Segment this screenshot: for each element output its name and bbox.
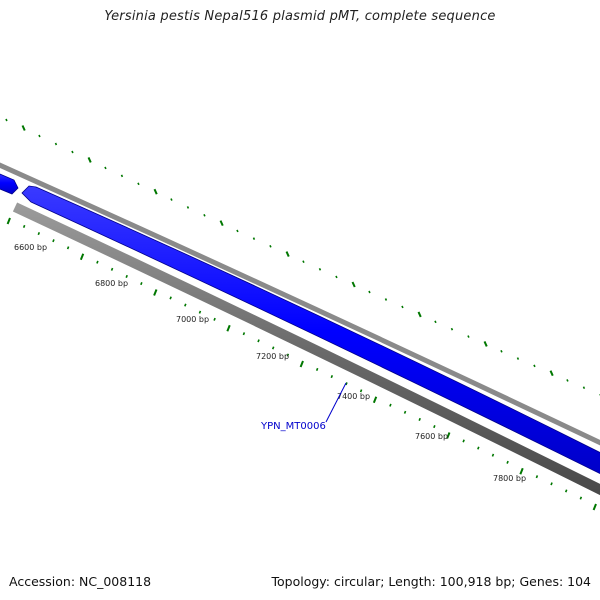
page-title: Yersinia pestis Nepal516 plasmid pMT, co… bbox=[104, 9, 496, 24]
outer-minor-tick bbox=[120, 174, 124, 178]
outer-minor-tick bbox=[38, 134, 41, 138]
tick-label-7400: 7400 bp bbox=[337, 392, 370, 401]
gene-label-leader bbox=[325, 382, 347, 423]
outer-minor-tick bbox=[401, 305, 404, 309]
accession-text: Accession: NC_008118 bbox=[9, 574, 152, 589]
inner-minor-tick bbox=[242, 332, 246, 336]
outer-minor-tick bbox=[104, 166, 107, 170]
inner-minor-tick bbox=[257, 339, 260, 343]
inner-minor-tick bbox=[37, 232, 41, 236]
outer-minor-tick bbox=[71, 150, 74, 154]
inner-minor-tick bbox=[52, 239, 55, 243]
inner-minor-tick bbox=[433, 425, 436, 429]
inner-minor-tick bbox=[315, 367, 319, 371]
inner-minor-tick bbox=[535, 475, 539, 479]
inner-minor-tick bbox=[477, 446, 480, 450]
inner-minor-tick bbox=[506, 460, 509, 464]
inner-minor-tick bbox=[198, 310, 202, 314]
outer-minor-tick bbox=[252, 237, 256, 240]
outer-minor-tick bbox=[582, 386, 586, 390]
inner-minor-tick bbox=[213, 317, 216, 321]
inner-major-tick bbox=[519, 467, 524, 475]
tick-label-7600: 7600 bp bbox=[415, 432, 448, 441]
tick-label-7800: 7800 bp bbox=[493, 474, 526, 483]
outer-major-tick bbox=[417, 311, 422, 318]
gene-features bbox=[0, 173, 600, 474]
gene-arrow-left bbox=[0, 173, 19, 195]
tick-label-7200: 7200 bp bbox=[256, 352, 289, 361]
tick-label-6600: 6600 bp bbox=[14, 243, 47, 252]
inner-backbone-ring bbox=[12, 202, 600, 496]
inner-minor-tick bbox=[110, 267, 114, 271]
inner-minor-tick bbox=[140, 282, 143, 286]
inner-minor-tick bbox=[66, 246, 70, 250]
outer-minor-tick bbox=[450, 327, 454, 331]
inner-minor-tick bbox=[125, 274, 128, 278]
outer-major-tick bbox=[483, 341, 488, 347]
outer-minor-tick bbox=[318, 267, 322, 271]
outer-backbone-ring bbox=[0, 162, 600, 446]
tick-label-7000: 7000 bp bbox=[176, 315, 209, 324]
outer-minor-tick bbox=[186, 206, 190, 209]
outer-minor-tick bbox=[384, 298, 388, 301]
outer-major-tick bbox=[219, 220, 224, 227]
outer-minor-tick bbox=[236, 229, 239, 233]
inner-minor-tick bbox=[462, 439, 465, 443]
gene-label-ypn-mt0006[interactable]: YPN_MT0006 bbox=[260, 421, 326, 432]
inner-minor-tick bbox=[550, 482, 553, 486]
outer-minor-tick bbox=[500, 349, 503, 353]
sequence-summary: Topology: circular; Length: 100,918 bp; … bbox=[271, 574, 592, 589]
outer-minor-tick bbox=[533, 364, 536, 368]
inner-minor-tick bbox=[96, 260, 99, 264]
inner-minor-tick bbox=[418, 417, 421, 421]
inner-minor-tick bbox=[564, 489, 568, 493]
outer-minor-tick bbox=[434, 320, 437, 324]
gene-arrow-ypn-mt0006 bbox=[21, 185, 600, 474]
inner-minor-tick bbox=[403, 410, 407, 414]
inner-minor-tick bbox=[491, 453, 495, 457]
inner-minor-tick bbox=[22, 224, 26, 228]
outer-minor-tick bbox=[368, 290, 371, 294]
outer-major-tick bbox=[285, 251, 290, 257]
outer-major-tick bbox=[549, 370, 554, 377]
inner-major-tick bbox=[299, 360, 304, 368]
outer-minor-tick bbox=[516, 357, 520, 360]
outer-minor-tick bbox=[5, 118, 8, 122]
inner-minor-tick bbox=[286, 353, 290, 357]
inner-major-tick bbox=[153, 289, 158, 296]
inner-major-tick bbox=[592, 503, 597, 511]
outer-minor-tick bbox=[467, 335, 470, 338]
outer-minor-tick bbox=[269, 245, 272, 248]
outer-minor-tick bbox=[335, 275, 338, 279]
inner-major-tick bbox=[226, 324, 231, 332]
inner-minor-tick bbox=[579, 496, 583, 500]
inner-minor-tick bbox=[169, 296, 172, 300]
outer-minor-tick bbox=[54, 142, 58, 146]
inner-major-tick bbox=[6, 217, 11, 225]
outer-major-tick bbox=[153, 188, 158, 195]
outer-minor-tick bbox=[170, 198, 173, 201]
inner-major-tick bbox=[79, 253, 85, 261]
outer-minor-tick bbox=[203, 213, 206, 217]
outer-minor-tick bbox=[566, 379, 569, 382]
tick-label-6800: 6800 bp bbox=[95, 279, 128, 288]
inner-tick-marks bbox=[6, 217, 597, 511]
tick-labels: 6600 bp 6800 bp 7000 bp 7200 bp 7400 bp … bbox=[14, 243, 526, 483]
outer-minor-tick bbox=[137, 182, 140, 186]
outer-minor-tick bbox=[302, 260, 305, 264]
outer-major-tick bbox=[21, 125, 26, 131]
inner-major-tick bbox=[372, 396, 378, 404]
inner-major-tick bbox=[446, 432, 451, 439]
inner-minor-tick bbox=[271, 346, 275, 350]
outer-tick-ring bbox=[5, 118, 600, 396]
inner-minor-tick bbox=[389, 403, 392, 407]
inner-minor-tick bbox=[345, 382, 348, 386]
inner-minor-tick bbox=[359, 389, 363, 393]
outer-major-tick bbox=[87, 157, 92, 163]
inner-minor-tick bbox=[330, 375, 334, 379]
inner-minor-tick bbox=[184, 303, 187, 307]
outer-major-tick bbox=[351, 281, 356, 288]
